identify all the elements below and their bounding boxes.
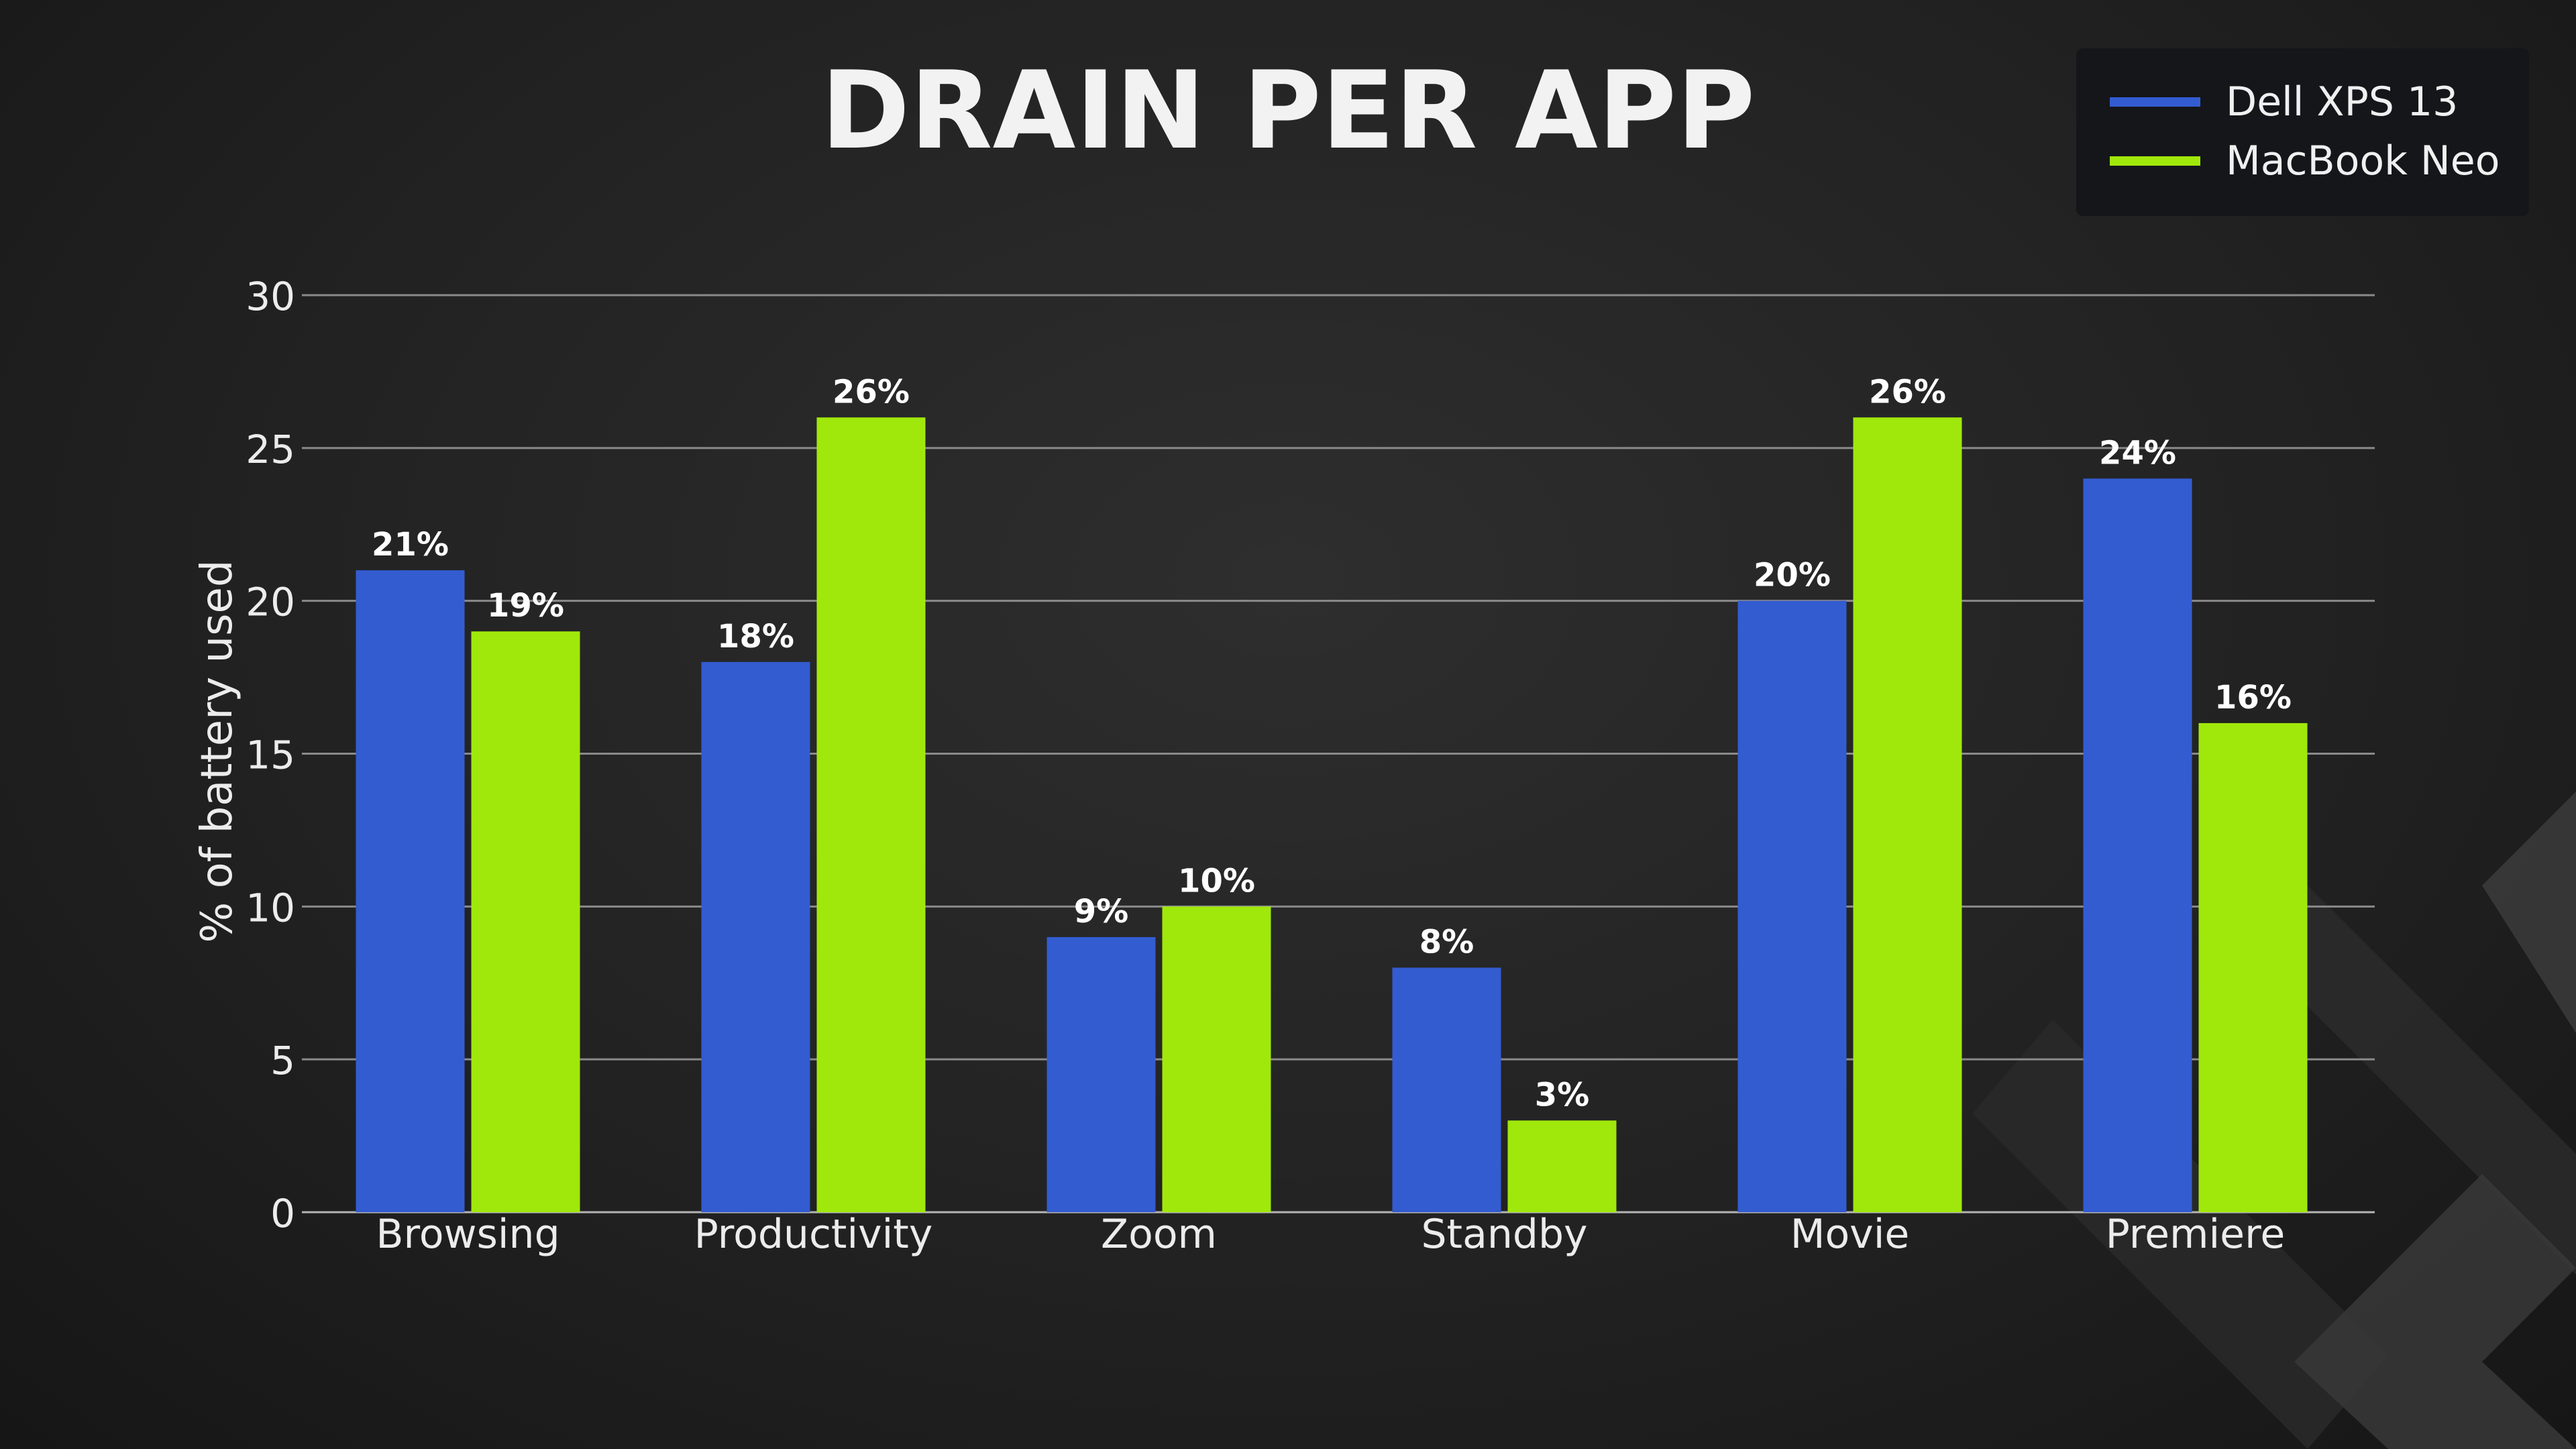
legend: Dell XPS 13 MacBook Neo bbox=[2076, 48, 2529, 216]
value-label: 8% bbox=[1419, 923, 1474, 961]
bar-dell-productivity bbox=[701, 661, 810, 1212]
y-axis-ticks: 0 5 10 15 20 25 30 bbox=[246, 274, 295, 1236]
bar-macbook-productivity bbox=[816, 417, 926, 1213]
x-tick-label: Browsing bbox=[376, 1211, 559, 1258]
value-labels: 21% 19% 18% 26% 9% 10% 8% 3% 20% 26% 24% 16% bbox=[372, 373, 2292, 1114]
legend-label-macbook: MacBook Neo bbox=[2226, 138, 2500, 184]
y-tick-label: 25 bbox=[246, 427, 295, 472]
x-tick-label: Zoom bbox=[1101, 1211, 1217, 1258]
bar-macbook-premiere bbox=[2198, 722, 2308, 1212]
bar-macbook-movie bbox=[1853, 417, 1962, 1213]
legend-label-dell: Dell XPS 13 bbox=[2226, 78, 2458, 125]
bar-dell-zoom bbox=[1046, 936, 1156, 1212]
value-label: 26% bbox=[833, 373, 910, 411]
x-tick-label: Premiere bbox=[2106, 1211, 2286, 1258]
y-axis-label: % of battery used bbox=[193, 559, 242, 943]
legend-background bbox=[2076, 48, 2529, 216]
bar-dell-premiere bbox=[2083, 478, 2192, 1212]
value-label: 26% bbox=[1869, 373, 1946, 411]
bar-macbook-zoom bbox=[1162, 906, 1271, 1212]
x-tick-label: Movie bbox=[1790, 1211, 1910, 1258]
bar-macbook-standby bbox=[1507, 1120, 1617, 1212]
bar-dell-movie bbox=[1737, 600, 1847, 1212]
bars bbox=[356, 417, 2308, 1213]
value-label: 16% bbox=[2214, 679, 2292, 716]
y-tick-label: 5 bbox=[270, 1038, 295, 1083]
bar-macbook-browsing bbox=[471, 631, 580, 1212]
value-label: 21% bbox=[372, 526, 449, 564]
gridlines bbox=[302, 294, 2375, 1214]
value-label: 10% bbox=[1178, 862, 1255, 900]
bar-dell-browsing bbox=[356, 570, 465, 1212]
value-label: 9% bbox=[1074, 893, 1129, 930]
x-axis-categories: Browsing Productivity Zoom Standby Movie Prem… bbox=[376, 1211, 2285, 1258]
value-label: 18% bbox=[717, 618, 794, 655]
y-tick-label: 0 bbox=[270, 1191, 295, 1236]
y-tick-label: 30 bbox=[246, 274, 295, 319]
y-tick-label: 10 bbox=[246, 885, 295, 930]
x-tick-label: Productivity bbox=[694, 1211, 933, 1258]
value-label: 20% bbox=[1754, 557, 1831, 594]
chart-title: DRAIN PER APP bbox=[821, 48, 1756, 173]
value-label: 3% bbox=[1535, 1076, 1590, 1114]
background-decoration bbox=[1972, 792, 2576, 1449]
value-label: 24% bbox=[2099, 434, 2176, 472]
value-label: 19% bbox=[487, 587, 564, 625]
y-tick-label: 20 bbox=[246, 580, 295, 625]
y-tick-label: 15 bbox=[246, 733, 295, 778]
bar-dell-standby bbox=[1392, 967, 1501, 1212]
x-tick-label: Standby bbox=[1421, 1211, 1587, 1258]
